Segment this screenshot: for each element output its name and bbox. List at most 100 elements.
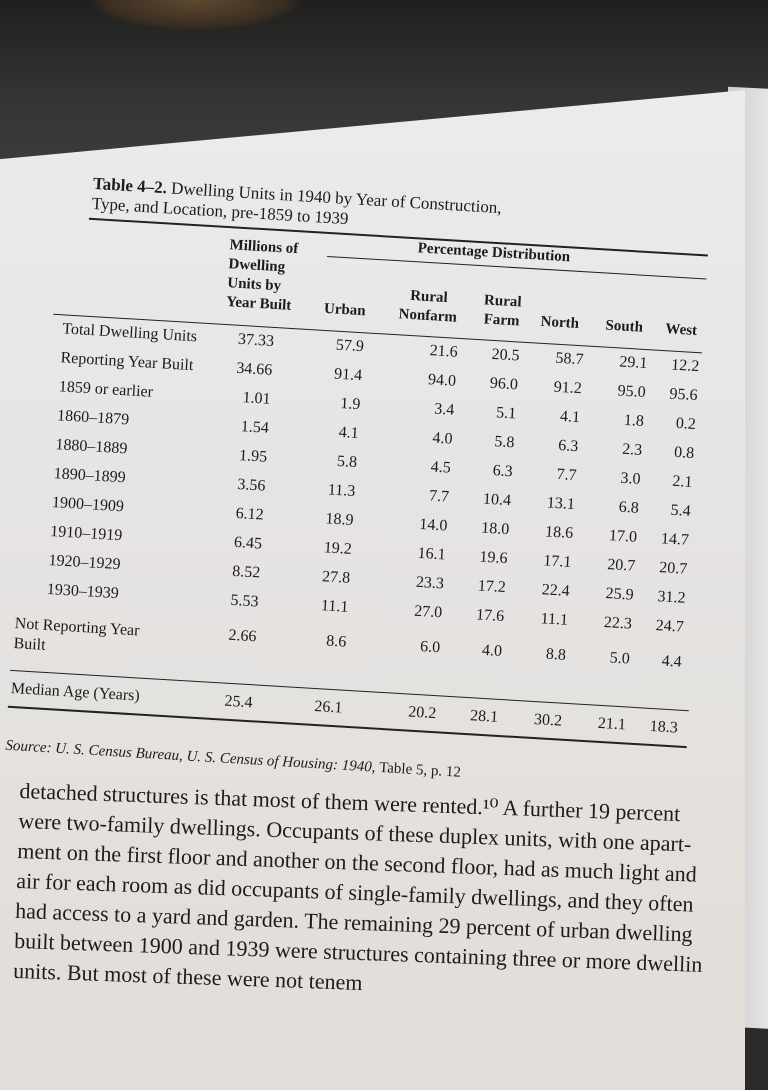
table-cell: 18.0 [480, 519, 510, 539]
table-cell: 4.5 [430, 458, 452, 477]
table-cell: 6.0 [419, 638, 441, 657]
table-cell: 6.12 [235, 504, 265, 524]
table-cell: 12.2 [670, 356, 700, 376]
table-cell: 30.2 [533, 711, 563, 730]
table-cell: 4.4 [661, 652, 683, 671]
table-cell: 1.54 [240, 418, 270, 437]
source-agency: U. S. Census Bureau, [54, 740, 184, 765]
table-cell: 58.7 [554, 349, 584, 369]
row-label: 1859 or earlier [58, 378, 154, 401]
table-cell: 5.4 [670, 501, 692, 520]
row-label: 1880–1889 [54, 436, 128, 458]
table-cell: 17.6 [475, 606, 505, 626]
table-cell: 19.2 [323, 539, 353, 558]
table-cell: 27.8 [321, 568, 351, 587]
header-urban: Urban [323, 300, 367, 320]
table-cell: 2.1 [671, 472, 693, 491]
book-page [0, 90, 745, 1090]
table-cell: 17.1 [542, 552, 572, 571]
table-title: Table 4–2. Dwelling Units in 1940 by Yea… [91, 174, 712, 251]
table-cell: 4.0 [432, 429, 454, 448]
header-west: West [664, 321, 698, 339]
table-cell: 31.2 [657, 588, 686, 607]
source-title: U. S. Census of Housing: 1940, [186, 748, 376, 776]
table-cell: 95.6 [669, 385, 699, 405]
table-cell: 5.53 [230, 591, 260, 611]
table-cell: 11.1 [320, 597, 349, 616]
table-cell: 6.45 [233, 533, 263, 553]
table-cell: 22.4 [541, 581, 571, 600]
row-label: 1890–1899 [53, 465, 127, 487]
table-cell: 91.4 [333, 365, 363, 385]
table-cell: 7.7 [428, 487, 450, 506]
table-cell: 6.3 [492, 462, 514, 481]
source-label: Source: [5, 737, 53, 757]
table-cell: 18.3 [649, 717, 679, 737]
header-south: South [605, 317, 644, 336]
table-cell: 96.0 [489, 374, 519, 394]
source-ref: Table 5, p. 12 [378, 759, 462, 781]
table-cell: 1.9 [339, 395, 361, 414]
table-cell: 94.0 [427, 371, 457, 390]
table-cell: 5.8 [493, 433, 515, 452]
header-rural-farm: Rural Farm [483, 292, 522, 330]
table-cell: 17.2 [477, 577, 507, 597]
row-label: Not Reporting Year Built [13, 615, 140, 654]
table-cell: 1.01 [242, 389, 272, 408]
table-cell: 19.6 [479, 548, 509, 568]
table-cell: 21.6 [429, 342, 459, 361]
row-label: 1910–1919 [49, 523, 123, 545]
table-cell: 16.1 [417, 544, 447, 564]
header-rural-nonfarm: Rural Nonfarm [398, 287, 458, 326]
row-label: 1930–1939 [46, 580, 120, 603]
table-cell: 7.7 [556, 465, 578, 485]
table-cell: 5.8 [336, 452, 358, 472]
table-cell: 5.1 [495, 404, 517, 423]
table-cell: 18.6 [544, 523, 574, 543]
table-cell: 25.4 [224, 692, 254, 712]
table-cell: 14.7 [660, 530, 690, 549]
table-cell: 37.33 [237, 330, 275, 350]
table-cell: 2.66 [227, 626, 257, 646]
table-cell: 8.6 [325, 632, 347, 651]
table-cell: 57.9 [335, 336, 365, 356]
table-cell: 26.1 [313, 697, 343, 717]
table-source: Source: U. S. Census Bureau, U. S. Censu… [5, 738, 461, 782]
header-millions: Millions of Dwelling Units by Year Built [226, 236, 299, 316]
table-cell: 11.3 [327, 481, 356, 501]
body-paragraph: detached structures is that most of them… [13, 776, 768, 1012]
table-cell: 8.52 [231, 562, 261, 582]
table-cell: 13.1 [546, 494, 576, 514]
table-cell: 34.66 [235, 359, 273, 379]
row-label: Median Age (Years) [10, 679, 141, 705]
table-cell: 91.2 [553, 378, 583, 398]
table-cell: 20.5 [491, 345, 521, 365]
table-cell: 10.4 [482, 490, 512, 510]
table-cell: 1.95 [238, 447, 268, 466]
table-cell: 4.1 [338, 423, 360, 443]
table-cell: 6.3 [557, 437, 579, 456]
table-cell: 24.7 [655, 617, 685, 636]
table-cell: 4.1 [559, 408, 581, 427]
table-cell: 3.56 [236, 476, 266, 495]
table-cell: 8.8 [545, 645, 567, 664]
table-cell: 27.0 [413, 602, 443, 622]
row-label: Reporting Year Built [60, 349, 194, 375]
row-label: 1860–1879 [56, 407, 130, 429]
row-label: 1900–1909 [51, 494, 125, 516]
row-label: 1920–1929 [48, 551, 121, 574]
table-cell: 20.7 [658, 559, 688, 578]
header-millions-line4: Year Built [225, 294, 292, 314]
table-cell: 0.8 [673, 443, 695, 463]
table-cell: 4.0 [481, 641, 503, 660]
table-cell: 18.9 [325, 510, 355, 529]
table-cell: 3.4 [433, 400, 455, 419]
table-cell: 28.1 [469, 707, 499, 726]
header-north: North [540, 313, 580, 332]
table-cell: 0.2 [675, 414, 697, 434]
table-cell: 23.3 [415, 573, 445, 593]
table-cell: 14.0 [418, 515, 448, 535]
table-cell: 11.1 [540, 610, 569, 629]
table-cell: 20.2 [407, 703, 437, 723]
row-label: Total Dwelling Units [61, 320, 198, 346]
